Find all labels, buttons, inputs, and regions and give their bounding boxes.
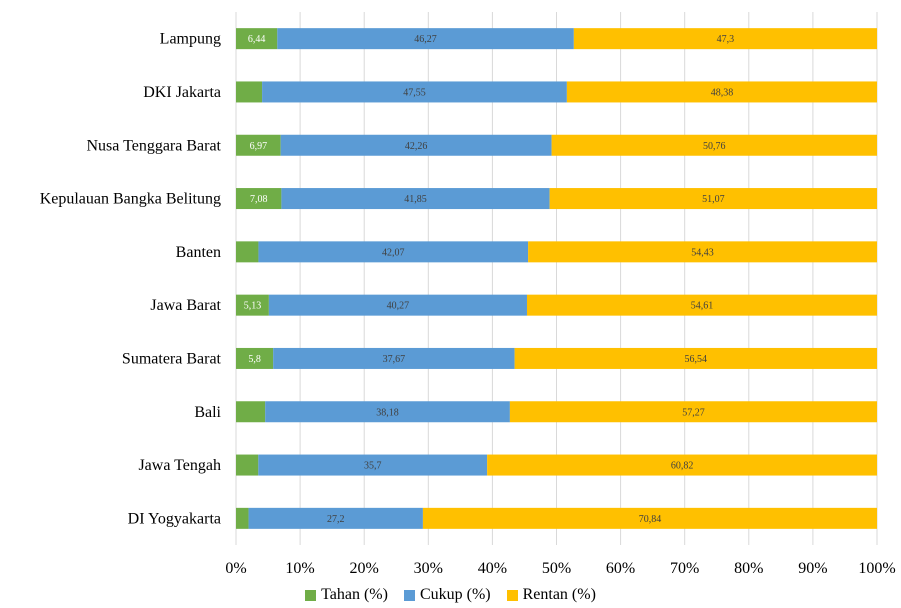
- bar-segment: [236, 81, 263, 103]
- bar-segment: [236, 347, 274, 369]
- bar-segment: [258, 454, 488, 476]
- chart-legend: Tahan (%) Cukup (%) Rentan (%): [0, 586, 901, 604]
- bar-segment: [280, 134, 552, 156]
- x-tick-label: 60%: [606, 560, 635, 577]
- data-label: 50,76: [703, 141, 726, 152]
- data-label: 51,07: [702, 194, 725, 205]
- bar-segment: [509, 401, 877, 423]
- category-label: DKI Jakarta: [143, 84, 221, 101]
- bar-segment: [268, 294, 527, 316]
- data-label: 57,27: [682, 407, 705, 418]
- data-label: 60,82: [671, 461, 694, 472]
- legend-swatch-rentan: [506, 589, 518, 601]
- data-label: 35,7: [364, 461, 382, 472]
- data-label: 54,43: [691, 247, 714, 258]
- bar-segment: [236, 188, 282, 210]
- data-label: 56,54: [685, 354, 708, 365]
- bar-segment: [248, 507, 423, 529]
- legend-label-cukup: Cukup (%): [419, 586, 491, 603]
- bar-segment: [277, 28, 574, 50]
- legend-swatch-cukup: [403, 589, 415, 601]
- bar-segment: [281, 188, 550, 210]
- category-label: Banten: [176, 244, 221, 261]
- bar-segment: [236, 454, 259, 476]
- data-label: 38,18: [376, 407, 399, 418]
- data-label: 54,61: [691, 301, 714, 312]
- data-label: 42,26: [405, 141, 428, 152]
- category-label: Lampung: [160, 31, 221, 48]
- legend-item-cukup: Cukup (%): [403, 586, 491, 604]
- data-label: 41,85: [404, 194, 427, 205]
- x-tick-label: 0%: [225, 560, 246, 577]
- data-label: 46,27: [414, 34, 437, 45]
- legend-label-rentan: Rentan (%): [522, 586, 596, 603]
- bar-segment: [236, 507, 249, 529]
- legend-label-tahan: Tahan (%): [321, 586, 388, 603]
- category-label: Kepulauan Bangka Belitung: [40, 191, 221, 208]
- data-label: 6,97: [250, 141, 268, 152]
- x-tick-label: 50%: [542, 560, 571, 577]
- category-label: Nusa Tenggara Barat: [86, 137, 221, 154]
- data-label: 5,13: [244, 301, 262, 312]
- category-label: Sumatera Barat: [122, 350, 222, 367]
- bar-segment: [236, 28, 278, 50]
- bar-segment: [573, 28, 877, 50]
- x-tick-label: 10%: [285, 560, 314, 577]
- bar-segment: [549, 188, 877, 210]
- data-label: 40,27: [387, 301, 410, 312]
- x-tick-label: 70%: [670, 560, 699, 577]
- bar-segment: [262, 81, 567, 103]
- bar-segment: [526, 294, 877, 316]
- bar-segment: [273, 347, 515, 369]
- bar-segment: [236, 294, 269, 316]
- bar-segment: [236, 241, 259, 263]
- data-label: 7,08: [250, 194, 268, 205]
- bar-segment: [514, 347, 877, 369]
- bar-segment: [258, 241, 529, 263]
- x-tick-label: 40%: [478, 560, 507, 577]
- legend-item-tahan: Tahan (%): [305, 586, 388, 604]
- x-tick-label: 90%: [798, 560, 827, 577]
- legend-swatch-tahan: [305, 589, 317, 601]
- bar-segment: [528, 241, 877, 263]
- data-label: 6,44: [248, 34, 266, 45]
- category-label: Jawa Tengah: [138, 457, 221, 474]
- bar-segment: [566, 81, 877, 103]
- bar-segment: [265, 401, 510, 423]
- bar-segment: [236, 134, 281, 156]
- bar-segment: [487, 454, 877, 476]
- x-tick-label: 80%: [734, 560, 763, 577]
- category-label: Bali: [194, 404, 221, 421]
- category-label: DI Yogyakarta: [128, 510, 221, 527]
- data-label: 48,38: [711, 87, 734, 98]
- data-label: 70,84: [639, 514, 662, 525]
- data-label: 37,67: [383, 354, 406, 365]
- legend-item-rentan: Rentan (%): [506, 586, 596, 604]
- data-label: 47,3: [717, 34, 735, 45]
- x-tick-label: 100%: [858, 560, 895, 577]
- x-tick-label: 20%: [350, 560, 379, 577]
- category-label: Jawa Barat: [150, 297, 221, 314]
- data-label: 5,8: [248, 354, 261, 365]
- bar-segment: [236, 401, 266, 423]
- bar-segment: [422, 507, 877, 529]
- x-tick-label: 30%: [414, 560, 443, 577]
- data-label: 42,07: [382, 247, 405, 258]
- data-label: 47,55: [403, 87, 426, 98]
- bar-segment: [551, 134, 877, 156]
- data-label: 27,2: [327, 514, 345, 525]
